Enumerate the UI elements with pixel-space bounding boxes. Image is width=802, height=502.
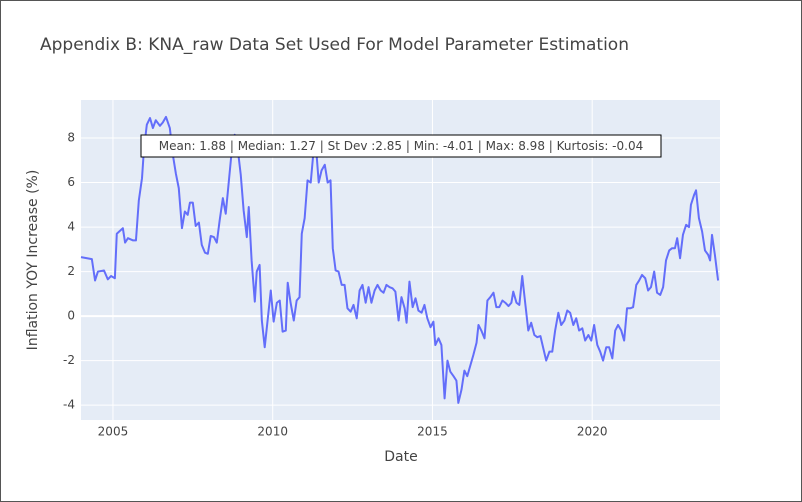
x-tick-label: 2005: [98, 425, 129, 439]
y-tick-label: 6: [67, 175, 75, 189]
y-tick-label: 4: [67, 220, 75, 234]
annotation-box: [140, 134, 662, 158]
chart-title: Appendix B: KNA_raw Data Set Used For Mo…: [40, 35, 629, 55]
y-tick-label: -4: [63, 398, 75, 412]
x-tick-label: 2020: [577, 425, 608, 439]
annotation: Mean: 1.88 | Median: 1.27 | St Dev :2.85…: [159, 139, 643, 153]
x-axis-title: Date: [384, 449, 417, 465]
y-tick-label: 2: [67, 264, 75, 278]
y-axis-title: Inflation YOY Increase (%): [25, 170, 41, 351]
y-tick-label: 0: [67, 309, 75, 323]
marks: [80, 115, 720, 404]
x-tick-label: 2015: [417, 425, 448, 439]
x-tick-label: 2010: [257, 425, 288, 439]
line-series: [80, 115, 720, 404]
y-tick-label: -2: [63, 353, 75, 367]
labels: -4 -2 0 2 4 6 8 2005 2010 2015 2020: [63, 131, 607, 439]
y-tick-label: 8: [67, 131, 75, 145]
